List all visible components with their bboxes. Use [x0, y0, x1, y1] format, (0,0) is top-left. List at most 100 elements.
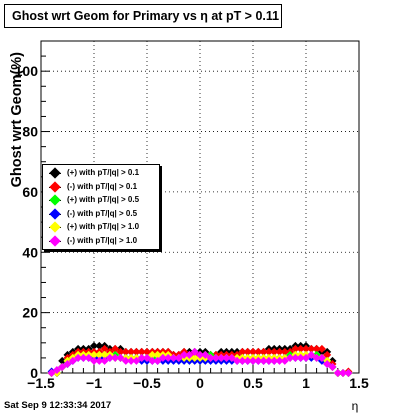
legend-item: (+) with pT/|q| > 1.0	[43, 221, 161, 234]
data-point	[143, 353, 151, 362]
legend-item: (+) with pT/|q| > 0.1	[43, 167, 161, 180]
data-point	[333, 369, 342, 377]
data-point	[259, 356, 268, 365]
x-tick-label: −1	[86, 375, 102, 391]
y-tick-label: 60	[22, 184, 38, 200]
data-point	[323, 350, 332, 359]
data-point	[100, 344, 109, 353]
x-axis-tick-labels: −1.5 −1 −0.5 0 0.5 1 1.5	[27, 375, 369, 391]
data-point	[317, 344, 326, 353]
legend-label: (-) with pT/|q| > 0.1	[67, 181, 138, 191]
data-point	[238, 347, 247, 356]
data-point	[137, 353, 146, 362]
data-series	[47, 341, 353, 377]
diamond-marker-icon	[49, 167, 61, 179]
data-point	[280, 356, 289, 365]
diamond-marker-icon	[49, 235, 61, 247]
legend-label: (+) with pT/|q| > 0.1	[67, 168, 140, 177]
data-point	[95, 341, 104, 350]
data-point	[127, 347, 136, 356]
x-tick-label: 0	[196, 375, 204, 391]
data-point	[105, 353, 114, 362]
data-point	[249, 356, 257, 365]
data-point	[243, 347, 252, 356]
data-point	[259, 347, 268, 356]
data-point	[243, 356, 252, 365]
data-point	[121, 347, 130, 356]
data-point	[95, 350, 104, 359]
data-point	[238, 356, 247, 365]
data-point	[249, 347, 257, 356]
x-tick-label: 1.5	[349, 375, 369, 391]
legend-item: (+) with pT/|q| > 0.5	[43, 194, 161, 207]
y-axis-label: Ghost wrt Geom(%)	[9, 52, 25, 188]
data-point	[121, 356, 130, 365]
legend-item: (-) with pT/|q| > 0.5	[43, 208, 161, 221]
data-point	[52, 365, 61, 374]
data-point	[254, 347, 263, 356]
legend-label: (-) with pT/|q| > 0.5	[67, 208, 138, 218]
data-point	[148, 356, 157, 365]
data-point	[233, 356, 242, 365]
data-point	[190, 347, 199, 356]
data-point	[280, 347, 289, 356]
data-point	[275, 356, 284, 365]
legend-label: (-) with pT/|q| > 1.0	[67, 236, 138, 245]
legend-label: (+) with pT/|q| > 0.5	[67, 195, 140, 205]
x-axis-label: η	[352, 399, 359, 413]
data-point	[180, 350, 189, 359]
data-point	[164, 353, 173, 362]
x-tick-label: 1	[302, 375, 310, 391]
data-point	[111, 353, 120, 362]
data-point	[222, 353, 231, 362]
diamond-marker-icon	[49, 208, 61, 220]
data-point	[227, 353, 236, 362]
data-point	[47, 369, 56, 377]
data-point	[302, 344, 310, 353]
data-point	[307, 344, 316, 353]
data-point	[344, 369, 353, 377]
data-point	[158, 353, 167, 362]
x-tick-label: −1.5	[27, 375, 55, 391]
y-tick-label: 0	[30, 365, 38, 381]
x-tick-label: −0.5	[133, 375, 161, 391]
data-point	[153, 350, 162, 359]
data-point	[302, 353, 310, 362]
data-point	[264, 356, 273, 365]
data-point	[217, 353, 226, 362]
data-point	[323, 359, 332, 368]
data-point	[90, 341, 98, 350]
legend-item: (-) with pT/|q| > 0.1	[43, 180, 161, 194]
data-point	[190, 353, 199, 362]
data-point	[211, 353, 220, 362]
data-point	[317, 353, 326, 362]
data-point	[58, 362, 67, 371]
data-point	[254, 356, 263, 365]
data-point	[137, 347, 146, 356]
data-point	[111, 344, 120, 353]
legend-label: (+) with pT/|q| > 1.0	[67, 222, 140, 232]
data-point	[100, 350, 109, 359]
data-point	[196, 350, 204, 359]
y-tick-label: 40	[22, 244, 38, 260]
data-point	[74, 353, 83, 362]
data-point	[153, 356, 162, 365]
data-point	[291, 344, 300, 353]
data-point	[174, 353, 183, 362]
axis-ticks	[40, 40, 360, 374]
data-point	[116, 353, 125, 362]
data-point	[100, 356, 109, 365]
data-point	[275, 347, 284, 356]
legend: (+) with pT/|q| > 0.1 (-) with pT/|q| > 0…	[42, 164, 160, 250]
data-point	[132, 356, 141, 365]
chart-title: Ghost wrt Geom for Primary vs η at pT > …	[4, 4, 282, 28]
y-tick-label: 100	[15, 63, 39, 79]
data-point	[63, 359, 72, 368]
data-point	[264, 347, 273, 356]
data-point	[201, 350, 210, 359]
data-point	[169, 353, 178, 362]
data-point	[143, 347, 151, 356]
data-point	[291, 353, 300, 362]
timestamp-footer: Sat Sep 9 12:33:34 2017	[4, 400, 112, 411]
